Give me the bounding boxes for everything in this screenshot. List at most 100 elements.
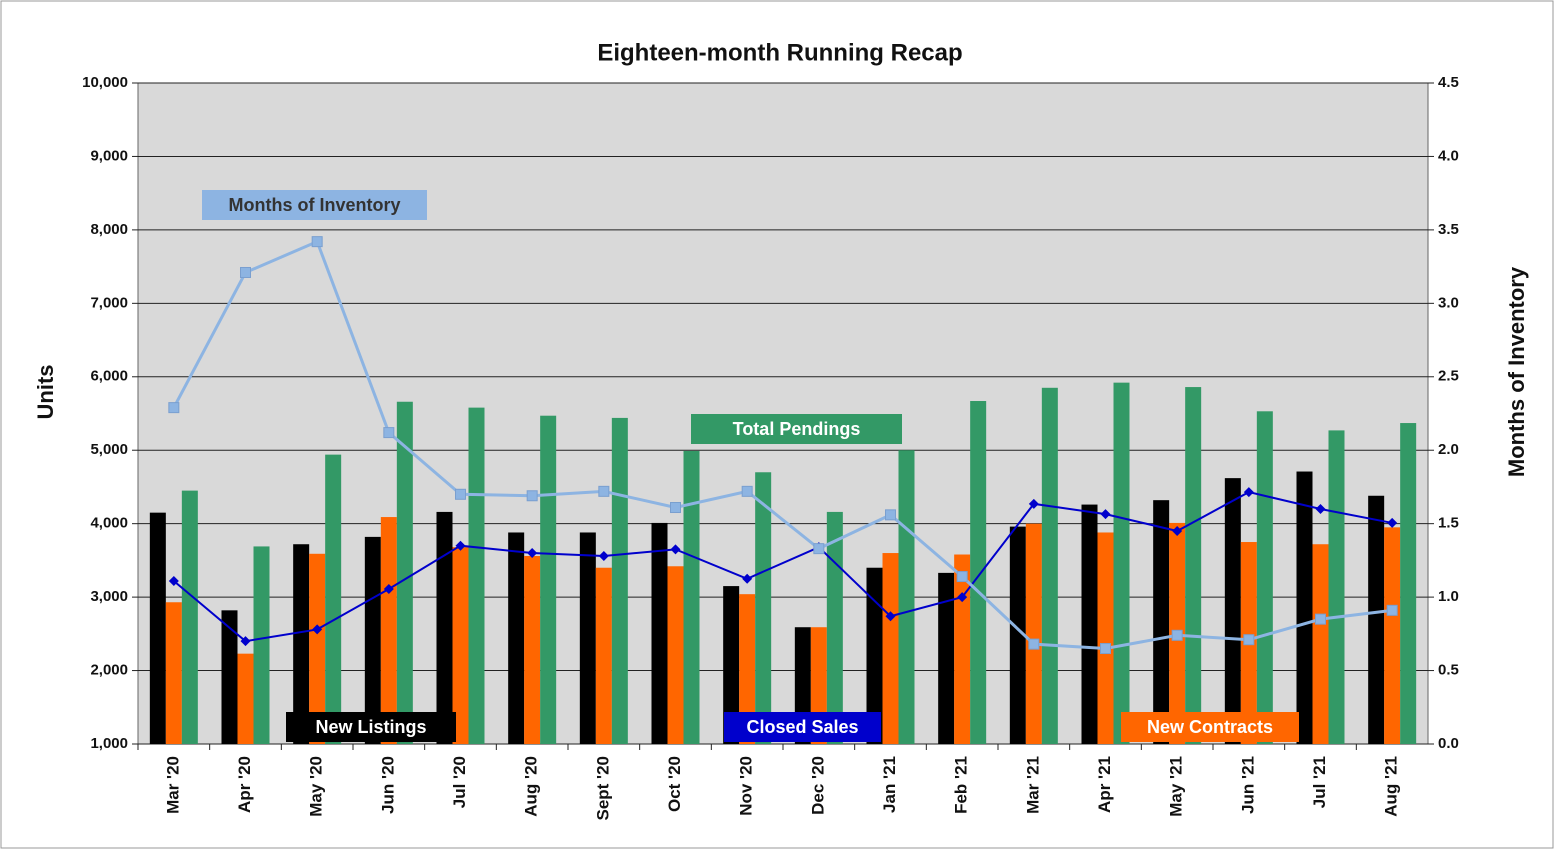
legend-label: Closed Sales	[746, 717, 858, 737]
bar	[1185, 387, 1202, 744]
marker	[240, 636, 251, 647]
x-tick-label: Apr '21	[1095, 756, 1114, 813]
marker	[1100, 509, 1111, 520]
bar	[1041, 387, 1058, 744]
x-tick-label: Dec '20	[808, 756, 827, 815]
marker	[168, 402, 180, 414]
bar	[149, 512, 166, 744]
bar	[1113, 382, 1130, 744]
marker	[455, 540, 466, 551]
y-tick-label: 9,000	[90, 147, 128, 164]
line	[172, 239, 1393, 651]
bar	[364, 536, 381, 744]
x-tick-label: Sept '20	[593, 756, 612, 821]
legend-box	[724, 712, 881, 742]
bar	[1328, 430, 1345, 744]
bar	[579, 532, 596, 744]
x-tick-label: May '20	[307, 756, 326, 817]
bar	[954, 554, 971, 744]
marker	[383, 427, 395, 439]
y-tick-label: 2,000	[90, 662, 128, 679]
marker	[1315, 613, 1326, 625]
bar	[181, 490, 198, 744]
bar	[1384, 527, 1401, 744]
y2-tick-label: 3.5	[1438, 221, 1459, 238]
x-tick-label: Jan '21	[880, 756, 899, 813]
bar	[540, 415, 557, 744]
bar	[826, 511, 843, 744]
x-tick-label: May '21	[1167, 756, 1186, 817]
marker	[813, 543, 825, 555]
x-tick-label: Apr '20	[235, 756, 254, 813]
bar	[683, 450, 700, 744]
x-tick-label: Oct '20	[665, 756, 684, 812]
marker	[240, 266, 251, 278]
y-tick-label: 6,000	[90, 368, 128, 385]
bar	[452, 547, 469, 744]
legend-label: New Listings	[315, 717, 426, 737]
marker	[1243, 634, 1255, 646]
bar	[1097, 532, 1114, 744]
legend-box	[202, 190, 427, 220]
bar	[651, 522, 668, 744]
marker	[1171, 629, 1183, 641]
x-tick-label: Aug '21	[1382, 756, 1401, 817]
marker	[956, 571, 968, 583]
bar	[468, 407, 485, 744]
marker	[670, 544, 681, 555]
y2-tick-label: 0.0	[1438, 735, 1459, 752]
x-tick-label: Jul '20	[450, 756, 469, 808]
line	[173, 491, 1393, 643]
x-tick-label: Jul '21	[1310, 756, 1329, 808]
bar	[253, 546, 270, 744]
bar	[524, 555, 541, 744]
y2-tick-label: 0.5	[1438, 662, 1459, 679]
marker	[455, 488, 466, 500]
legend-box	[691, 414, 902, 444]
y-tick-label: 4,000	[90, 515, 128, 532]
bar	[739, 594, 756, 744]
bar	[309, 553, 326, 744]
y-tick-label: 10,000	[82, 74, 128, 91]
bar	[1368, 495, 1385, 744]
bar	[595, 567, 612, 744]
bar	[165, 602, 182, 744]
bar	[1009, 526, 1026, 744]
marker	[526, 490, 538, 502]
marker	[1387, 517, 1398, 528]
marker	[885, 611, 896, 622]
bar	[938, 572, 955, 744]
marker	[957, 592, 968, 603]
bar	[380, 517, 397, 744]
y-tick-label: 7,000	[90, 294, 128, 311]
bar	[1296, 471, 1313, 744]
bar	[755, 472, 772, 744]
marker	[1028, 498, 1039, 509]
marker	[1028, 638, 1040, 650]
y2-tick-label: 4.5	[1438, 74, 1459, 91]
bar	[898, 450, 915, 744]
bar	[325, 454, 342, 744]
marker	[168, 575, 179, 586]
x-tick-label: Mar '21	[1023, 756, 1042, 814]
bar	[396, 401, 413, 744]
bar	[1312, 544, 1329, 744]
y-tick-label: 3,000	[90, 588, 128, 605]
y-tick-label: 1,000	[90, 735, 128, 752]
y2-tick-label: 2.5	[1438, 368, 1459, 385]
marker	[383, 584, 394, 595]
marker	[1386, 604, 1398, 616]
marker	[670, 502, 681, 514]
marker	[598, 550, 609, 561]
x-tick-label: Jun '20	[378, 756, 397, 814]
bar	[436, 511, 453, 744]
marker	[885, 509, 896, 521]
x-tick-label: Jun '21	[1238, 756, 1257, 814]
y-axis-title: Units	[33, 365, 58, 420]
y2-axis-title: Months of Inventory	[1504, 266, 1529, 477]
y-tick-label: 5,000	[90, 441, 128, 458]
bar	[1153, 500, 1170, 744]
bar	[1400, 423, 1417, 744]
bar	[221, 610, 238, 744]
bar	[1081, 504, 1098, 744]
